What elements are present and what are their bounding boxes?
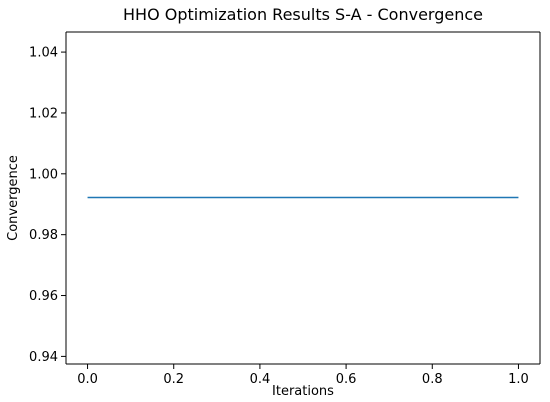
x-tick-label: 1.0 [508,372,529,387]
y-tick-label: 0.96 [29,289,58,304]
chart-title: HHO Optimization Results S-A - Convergen… [123,5,483,24]
x-tick-label: 0.6 [336,372,357,387]
x-tick-label: 0.8 [422,372,443,387]
y-tick-label: 0.98 [29,228,58,243]
x-axis-label: Iterations [272,384,334,399]
y-tick-label: 1.02 [29,106,58,121]
y-axis-label: Convergence [6,155,21,241]
y-ticks: 0.94 0.96 0.98 1.00 1.02 1.04 [29,46,66,365]
y-tick-label: 1.04 [29,46,58,61]
y-tick-label: 0.94 [29,350,58,365]
x-ticks: 0.0 0.2 0.4 0.6 0.8 1.0 [77,364,529,387]
x-tick-label: 0.4 [250,372,271,387]
x-tick-label: 0.2 [163,372,184,387]
y-tick-label: 1.00 [29,167,58,182]
axes-frame [65,31,541,365]
x-tick-label: 0.0 [77,372,98,387]
